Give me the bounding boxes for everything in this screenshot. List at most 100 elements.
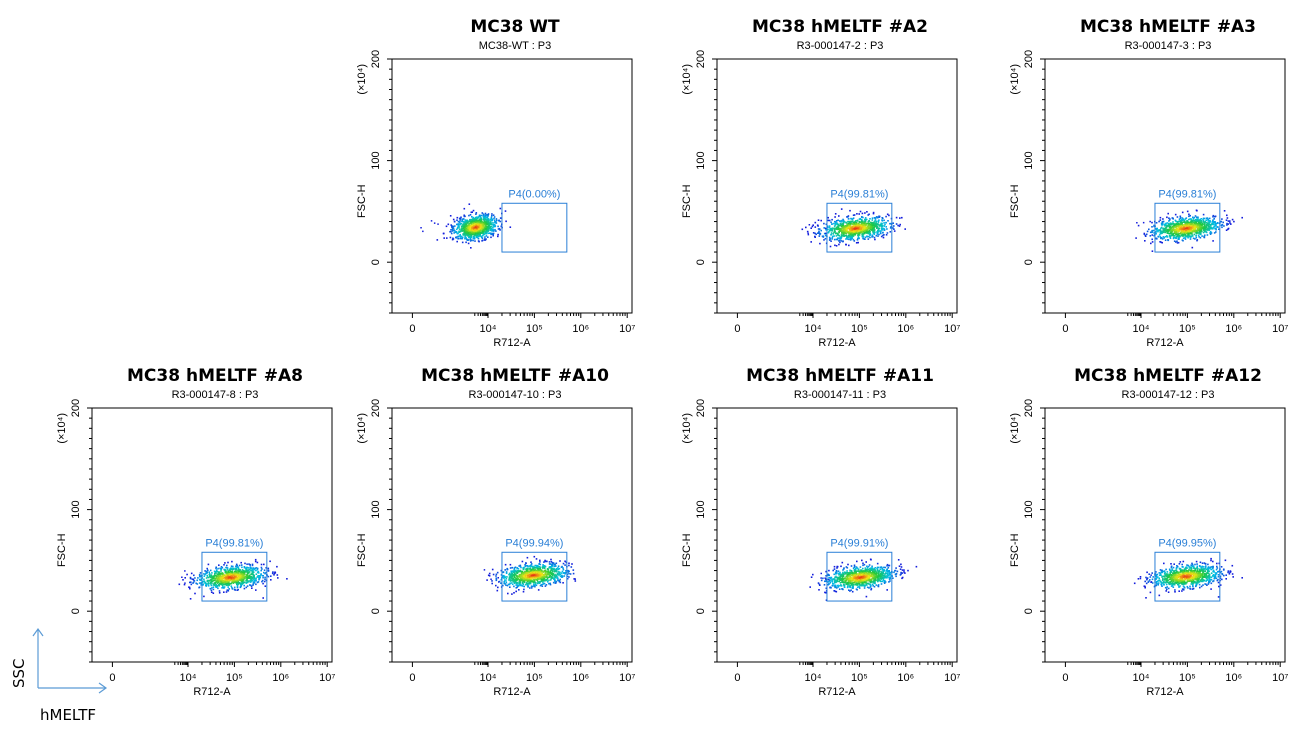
- event-dot: [875, 222, 877, 224]
- event-dot: [573, 578, 575, 580]
- event-dot: [242, 578, 245, 581]
- event-dot: [529, 575, 531, 578]
- event-dot: [1172, 237, 1175, 240]
- event-dot: [255, 567, 258, 569]
- event-dot: [544, 572, 547, 574]
- y-scale-label: (×10⁴): [356, 64, 368, 95]
- event-dot: [831, 236, 834, 239]
- event-dot: [255, 579, 257, 581]
- event-dot: [227, 571, 230, 573]
- event-dot: [826, 225, 829, 227]
- event-dot: [1209, 228, 1211, 230]
- x-tick-label: 10⁵: [226, 672, 243, 684]
- event-dot: [1187, 236, 1189, 239]
- event-dot: [516, 584, 519, 586]
- event-dot: [227, 583, 230, 586]
- event-dot: [843, 233, 845, 236]
- event-dot: [247, 569, 249, 571]
- event-dot: [236, 566, 238, 569]
- event-dot: [1193, 216, 1196, 219]
- event-dot: [491, 213, 493, 215]
- event-dot: [1159, 241, 1161, 243]
- event-dot: [834, 216, 836, 218]
- event-dot: [528, 576, 530, 578]
- event-dot: [545, 584, 548, 586]
- event-dot: [876, 216, 878, 218]
- event-dot: [499, 220, 502, 223]
- event-dot: [868, 224, 871, 226]
- event-dot: [217, 573, 219, 576]
- event-dot: [855, 223, 858, 225]
- event-dot: [1178, 227, 1180, 229]
- event-dot: [1202, 218, 1204, 221]
- event-dot: [211, 580, 214, 582]
- event-dot: [880, 235, 883, 238]
- event-dot: [842, 218, 844, 221]
- event-dot: [835, 221, 837, 223]
- event-dot: [1191, 246, 1194, 249]
- event-dot: [475, 228, 477, 231]
- event-dot: [484, 223, 486, 226]
- event-dot: [515, 569, 517, 572]
- event-dot: [1180, 225, 1182, 227]
- event-dot: [210, 589, 213, 592]
- event-dot: [1188, 230, 1191, 232]
- event-dot: [247, 572, 249, 574]
- event-dot: [484, 231, 486, 233]
- event-dot: [515, 584, 517, 586]
- event-dot: [216, 577, 218, 579]
- y-tick-label: 0: [1023, 259, 1035, 265]
- event-dot: [1241, 216, 1243, 219]
- event-dot: [254, 567, 256, 569]
- event-dot: [231, 569, 234, 571]
- event-dot: [489, 218, 492, 221]
- x-tick-label: 10⁷: [319, 672, 335, 684]
- event-dot: [1161, 222, 1164, 225]
- event-dot: [892, 222, 894, 224]
- event-dot: [216, 582, 219, 584]
- event-dot: [1179, 233, 1181, 235]
- event-dot: [476, 217, 478, 220]
- event-dot: [230, 585, 233, 587]
- event-dot: [453, 220, 456, 223]
- event-dot: [522, 577, 525, 580]
- event-dot: [855, 228, 857, 231]
- event-dot: [862, 216, 864, 219]
- event-dot: [512, 579, 514, 581]
- event-dot: [870, 221, 873, 224]
- event-dot: [557, 568, 560, 571]
- plot-subtitle: MC38-WT : P3: [478, 40, 552, 52]
- event-dot: [218, 583, 221, 586]
- event-dot: [478, 240, 480, 243]
- event-dot: [1186, 210, 1189, 213]
- event-dot: [237, 566, 239, 568]
- x-tick-label: 10⁵: [851, 672, 868, 684]
- event-dot: [485, 227, 487, 230]
- event-dot: [212, 586, 215, 588]
- event-dot: [492, 573, 495, 576]
- event-dot: [251, 580, 254, 582]
- event-dot: [1190, 224, 1193, 226]
- event-dot: [219, 573, 221, 575]
- event-dot: [1156, 238, 1158, 240]
- event-dot: [255, 579, 257, 582]
- event-dot: [1229, 220, 1231, 222]
- event-dot: [518, 578, 521, 581]
- event-dot: [223, 574, 225, 576]
- event-dot: [1205, 217, 1208, 220]
- event-dot: [527, 580, 529, 582]
- event-dot: [452, 227, 455, 230]
- event-dot: [505, 572, 508, 574]
- event-dot: [472, 219, 474, 222]
- event-dot: [490, 217, 493, 220]
- event-dot: [516, 567, 518, 570]
- event-dot: [1180, 234, 1183, 237]
- event-dot: [863, 224, 866, 226]
- event-dot: [849, 221, 852, 223]
- event-dot: [841, 223, 843, 225]
- event-dot: [517, 585, 520, 587]
- event-dot: [572, 572, 575, 575]
- event-dot: [210, 591, 213, 593]
- event-dot: [841, 227, 843, 229]
- event-dot: [499, 217, 502, 219]
